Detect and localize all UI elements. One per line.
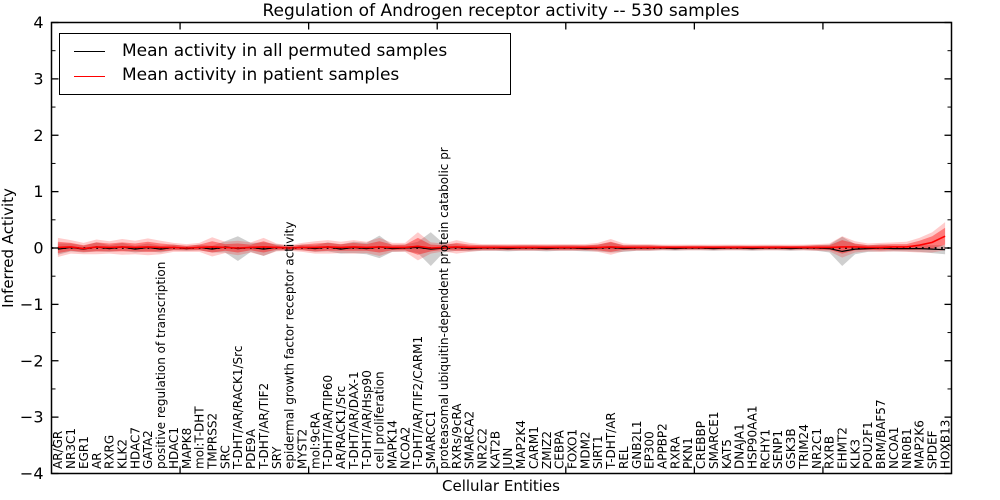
x-tick-label: AR	[90, 452, 104, 469]
y-axis-label: Inferred Activity	[0, 188, 17, 308]
x-tick-label: HDAC7	[128, 427, 142, 469]
x-tick-label: NR3C1	[64, 428, 78, 469]
x-tick-label: NCOA2	[398, 427, 412, 469]
x-tick-label: NR2C2	[476, 428, 490, 469]
legend: Mean activity in all permuted samples Me…	[59, 33, 511, 95]
legend-line-permuted-icon	[74, 51, 105, 53]
y-tick-label: −3	[20, 408, 44, 427]
x-tick-label: MAP2K4	[514, 420, 528, 469]
x-tick-label: PKN1	[681, 437, 695, 469]
x-tick-label: SMARCE1	[707, 411, 721, 469]
x-tick-label: JUN	[501, 448, 515, 470]
x-tick-label: POU2F1	[861, 421, 875, 469]
x-tick-label: BRM/BAF57	[874, 399, 888, 469]
x-tick-label: TMPRSS2	[206, 413, 220, 470]
x-tick-label: T-DHT/AR/TIF2	[257, 383, 271, 470]
x-tick-label: HDAC1	[167, 427, 181, 469]
x-tick-label: RXRA	[668, 436, 682, 469]
y-tick-label: −1	[20, 295, 44, 314]
x-tick-label: KLK2	[116, 439, 130, 469]
x-tick-label: positive regulation of transcription	[154, 262, 168, 469]
legend-item-patient: Mean activity in patient samples	[74, 66, 504, 86]
x-tick-label: ZMIZ2	[540, 431, 554, 469]
x-tick-label: MAPK14	[386, 420, 400, 469]
x-tick-label: MDM2	[578, 431, 592, 469]
x-tick-label: SIRT1	[591, 435, 605, 469]
x-tick-label: SPDEF	[926, 430, 940, 469]
x-tick-label: HOXB13	[938, 420, 952, 469]
x-tick-label: proteasomal ubiquitin-dependent protein …	[437, 147, 451, 469]
line-patient-mean	[57, 235, 946, 250]
y-tick-label: 0	[33, 239, 43, 258]
x-tick-label: T-DHT/AR/TIP60	[321, 375, 335, 470]
x-tick-label: AR/GR	[51, 431, 65, 469]
x-tick-label: T-DHT/AR/Hsp90	[360, 370, 374, 470]
x-tick-label: KAT2B	[488, 431, 502, 469]
x-axis-label: Cellular Entities	[442, 477, 560, 495]
y-tick-label: 2	[33, 126, 43, 145]
x-tick-label: RCHY1	[758, 429, 772, 469]
x-tick-label: NR2C1	[810, 428, 824, 469]
legend-label-permuted: Mean activity in all permuted samples	[122, 40, 448, 61]
x-tick-label: SRC	[218, 445, 232, 469]
x-tick-label: RXRs/9cRA	[450, 403, 464, 469]
x-tick-label: APPBP2	[656, 423, 670, 469]
y-tick-label: 1	[33, 182, 43, 201]
x-tick-label: T-DHT/AR/RACK1/Src	[231, 346, 245, 470]
y-tick-label: 3	[33, 69, 43, 88]
x-tick-label: SMARCA2	[463, 411, 477, 469]
x-tick-label: T-DHT/AR/DAX-1	[347, 371, 361, 470]
x-tick-label: CARM1	[527, 426, 541, 469]
x-tick-label: NCOA1	[887, 427, 901, 469]
x-tick-label: FOXO1	[566, 429, 580, 469]
x-tick-label: SMARCC1	[424, 411, 438, 469]
band-patient-outer	[57, 222, 946, 261]
chart-title: Regulation of Androgen receptor activity…	[263, 1, 740, 21]
x-tick-label: PDE9A	[244, 428, 258, 469]
x-tick-label: KAT5	[720, 439, 734, 469]
y-tick-label: −4	[20, 464, 44, 483]
y-tick-label: 4	[33, 13, 43, 32]
band-permuted	[57, 232, 946, 266]
x-tick-label: DNAJA1	[733, 423, 747, 469]
x-tick-label: KLK3	[848, 439, 862, 469]
x-tick-label: EP300	[643, 431, 657, 469]
x-tick-label: MAP2K6	[913, 420, 927, 469]
x-tick-label: REL	[617, 446, 631, 469]
x-tick-label: NR0B1	[900, 428, 914, 469]
x-tick-label: MAPK8	[180, 428, 194, 469]
x-tick-label: CEBPA	[553, 429, 567, 469]
x-tick-label: HSP90AA1	[746, 405, 760, 469]
line-permuted-mean	[57, 246, 946, 253]
legend-line-patient-icon	[74, 75, 105, 77]
x-tick-label: EGR1	[77, 436, 91, 469]
x-tick-label: SRY	[270, 446, 284, 469]
x-tick-label: EHMT2	[836, 427, 850, 469]
x-tick-label: mol:9cRA	[308, 412, 322, 469]
x-tick-label: cell proliferation	[373, 371, 387, 469]
y-tick-label: −2	[20, 351, 44, 370]
x-tick-label: RXRB	[823, 436, 837, 469]
x-tick-label: RXRG	[103, 435, 117, 469]
x-tick-label: GSK3B	[784, 428, 798, 469]
legend-label-patient: Mean activity in patient samples	[122, 65, 400, 86]
x-tick-label: TRIM24	[797, 424, 811, 470]
x-tick-label: T-DHT/AR	[604, 412, 618, 470]
x-tick-label: GNB2L1	[630, 421, 644, 469]
x-tick-label: GATA2	[141, 430, 155, 469]
x-tick-label: SENP1	[771, 430, 785, 469]
legend-item-permuted: Mean activity in all permuted samples	[74, 40, 504, 62]
x-tick-label: CREBBP	[694, 421, 708, 469]
x-tick-label: epidermal growth factor receptor activit…	[283, 222, 297, 469]
x-tick-label: MYST2	[296, 429, 310, 469]
x-tick-label: T-DHT/AR/TIF2/CARM1	[411, 336, 425, 470]
x-tick-label: AR/RACK1/Src	[334, 386, 348, 469]
x-tick-label: mol:T-DHT	[193, 406, 207, 469]
